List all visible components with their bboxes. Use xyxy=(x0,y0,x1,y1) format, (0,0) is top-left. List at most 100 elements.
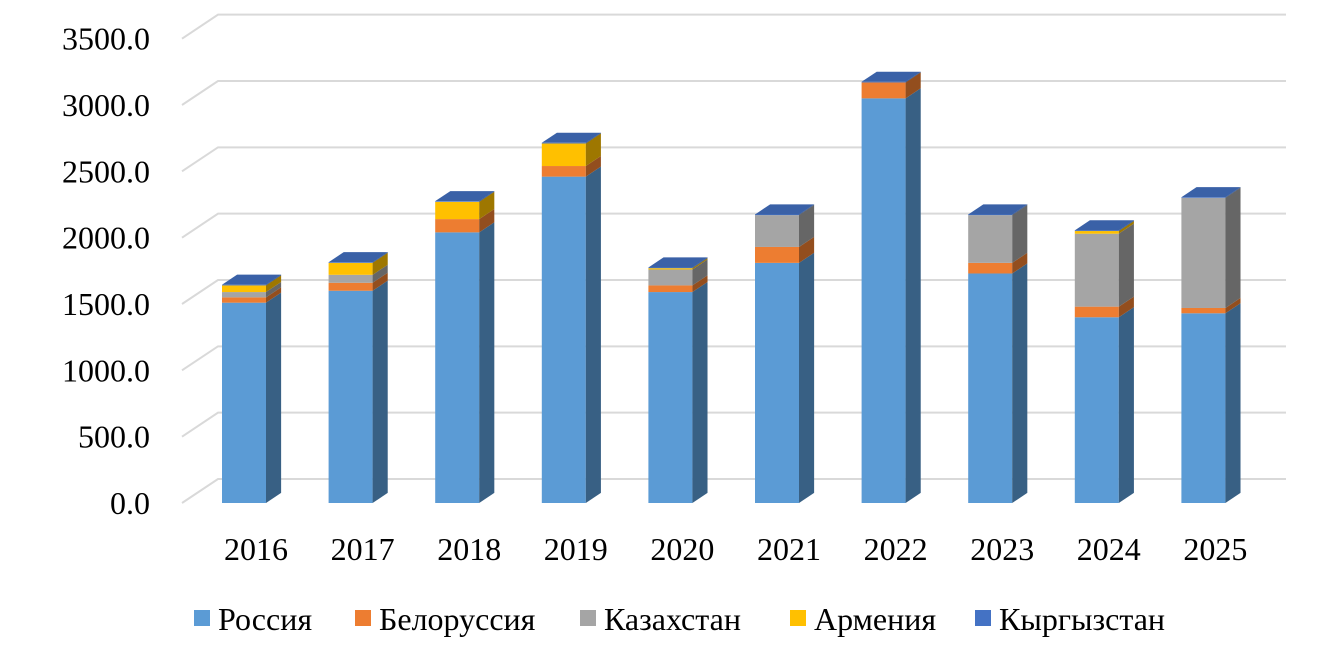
bar-segment-top xyxy=(1181,187,1241,198)
x-tick-label: 2019 xyxy=(544,531,608,567)
bar-stack-2025 xyxy=(1181,187,1241,503)
bar-segment xyxy=(435,219,480,233)
bar-segment-top xyxy=(328,252,388,263)
bar-segment-side xyxy=(905,88,921,503)
bar-segment-side xyxy=(1012,205,1028,263)
bar-segment-side xyxy=(266,274,282,286)
bar-segment xyxy=(968,214,1013,216)
bar-segment-side xyxy=(479,209,495,233)
bar-segment-side xyxy=(692,275,708,293)
x-tick-label: 2023 xyxy=(970,531,1034,567)
bar-segment xyxy=(328,262,373,263)
bar-segment xyxy=(435,201,480,220)
x-tick-label: 2022 xyxy=(864,531,928,567)
bar-segment-side xyxy=(1118,220,1134,234)
bar-segment xyxy=(968,273,1013,503)
bar-segment-side xyxy=(372,264,388,283)
bar-segment-side xyxy=(372,252,388,263)
bar-segment-side xyxy=(799,205,815,247)
x-tick-label: 2021 xyxy=(757,531,821,567)
legend-label: Белоруссия xyxy=(379,601,536,637)
x-tick-label: 2020 xyxy=(650,531,714,567)
y-tick-label: 500.0 xyxy=(78,419,150,455)
bar-segment-side xyxy=(372,252,388,275)
bar-segment-side xyxy=(266,287,282,303)
bar-segment xyxy=(1074,306,1119,318)
bar-segment xyxy=(755,262,799,503)
bar-segment xyxy=(1181,197,1226,198)
legend-label: Россия xyxy=(218,601,312,637)
bar-segment xyxy=(861,81,906,83)
bar-segment-side xyxy=(479,191,495,220)
x-tick-label: 2016 xyxy=(224,531,288,567)
bar-segment-side xyxy=(799,252,815,503)
bar-segment-top xyxy=(648,257,708,268)
x-axis-tick-labels: 2016 2017 2018 2019 2020 2021 2022 2023 2024 2025 xyxy=(224,531,1247,567)
bar-segment xyxy=(435,201,480,202)
bar-segment xyxy=(222,292,266,298)
y-tick-label: 0.0 xyxy=(110,485,150,521)
bar-segment xyxy=(1181,313,1226,503)
legend-item: Белоруссия xyxy=(355,601,536,637)
bar-stack-2017 xyxy=(328,252,388,503)
bar-segment-side xyxy=(266,281,282,298)
legend-item: Россия xyxy=(194,601,312,637)
bar-segment xyxy=(328,274,373,283)
y-axis-tick-labels: 0.0 500.0 1000.0 1500.0 2000.0 2500.0 3000.0 35… xyxy=(62,21,150,521)
bar-segment-side xyxy=(1118,307,1134,503)
y-tick-label: 2500.0 xyxy=(62,153,150,189)
bar-segment xyxy=(1181,197,1226,308)
bar-segment xyxy=(968,262,1013,274)
bars xyxy=(222,71,1241,504)
bar-segment-side xyxy=(585,155,601,177)
bar-segment xyxy=(968,215,1013,263)
gridlines xyxy=(181,13,1286,504)
bar-stack-2018 xyxy=(435,191,495,504)
bar-segment xyxy=(648,268,693,270)
bar-segment-side xyxy=(479,222,495,503)
bar-segment-side xyxy=(692,257,708,269)
bar-segment-top xyxy=(435,191,495,202)
bar-segment xyxy=(222,297,266,303)
bar-segment-side xyxy=(799,204,815,216)
bar-segment xyxy=(541,176,586,503)
bar-segment-side xyxy=(585,133,601,167)
bar-segment xyxy=(1074,233,1119,307)
legend-item: Кыргызстан xyxy=(975,601,1165,637)
gridline xyxy=(181,13,1286,40)
bar-segment-side xyxy=(692,259,708,286)
bar-segment-side xyxy=(266,292,282,503)
legend-swatch xyxy=(355,610,371,626)
y-tick-label: 1000.0 xyxy=(62,352,150,388)
gridline xyxy=(181,146,1286,173)
bar-segment xyxy=(541,166,586,177)
bar-segment-side xyxy=(692,281,708,503)
gridline xyxy=(181,279,1286,305)
bar-segment-side xyxy=(479,191,495,202)
x-tick-label: 2024 xyxy=(1077,531,1141,567)
legend-label: Кыргызстан xyxy=(999,601,1165,637)
bar-segment-side xyxy=(585,132,601,144)
legend-swatch xyxy=(975,610,991,626)
bar-stack-2016 xyxy=(222,274,282,503)
y-tick-label: 1500.0 xyxy=(62,286,150,322)
bar-segment-side xyxy=(266,275,282,293)
legend: Россия Белоруссия Казахстан Армения Кыргызст… xyxy=(194,601,1165,637)
bar-segment-top xyxy=(1074,220,1134,231)
legend-swatch xyxy=(194,610,210,626)
bar-segment-side xyxy=(1118,223,1134,307)
bar-segment-side xyxy=(372,280,388,503)
bar-segment-top xyxy=(222,274,282,285)
x-tick-label: 2017 xyxy=(331,531,395,567)
legend-swatch xyxy=(790,610,806,626)
legend-label: Казахстан xyxy=(604,601,741,637)
bar-segment xyxy=(1074,231,1119,234)
bar-segment xyxy=(648,267,693,269)
y-tick-label: 3000.0 xyxy=(62,87,150,123)
bar-segment xyxy=(328,290,373,503)
bar-segment xyxy=(328,282,373,291)
bar-segment-side xyxy=(1012,204,1028,216)
bar-segment xyxy=(755,214,799,216)
bar-segment-side xyxy=(372,272,388,291)
x-tick-label: 2018 xyxy=(437,531,501,567)
